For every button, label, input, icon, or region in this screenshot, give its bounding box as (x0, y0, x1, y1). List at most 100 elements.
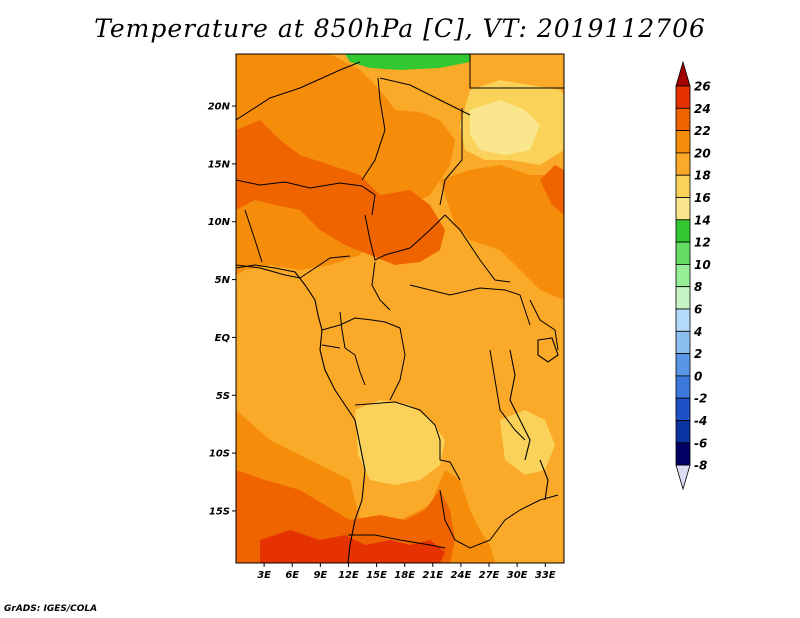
colorbar-label: -4 (694, 414, 707, 428)
coastline (236, 264, 559, 563)
colorbar-label: 10 (694, 258, 711, 272)
border-line (321, 317, 401, 331)
colorbar-label: 2 (694, 347, 702, 361)
border-line (364, 214, 446, 261)
lat-tick-label: EQ (215, 333, 231, 344)
border-line (439, 108, 463, 206)
colorbar-swatch (675, 308, 691, 332)
field-region-20-22-north (236, 54, 455, 275)
border-line (236, 179, 376, 216)
lat-tick-label: 10N (208, 217, 231, 228)
colorbar-label: -8 (694, 459, 707, 473)
colorbar-label: 6 (694, 303, 702, 317)
border-line (379, 77, 471, 116)
colorbar-swatch (675, 442, 691, 466)
colorbar-label: 12 (694, 236, 711, 250)
colorbar-label: 26 (694, 80, 711, 94)
map-frame (235, 53, 565, 564)
colorbar-top-arrow (675, 60, 691, 87)
border-line (244, 209, 263, 263)
border-line (354, 401, 461, 481)
lon-tick-label: 18E (394, 570, 415, 581)
colorbar-swatch (675, 152, 691, 176)
lon-tick-label: 6E (285, 570, 299, 581)
lat-tick-label: 5S (216, 391, 230, 402)
colorbar-swatch (675, 219, 691, 243)
colorbar-swatch (675, 263, 691, 288)
colorbar-swatch (675, 375, 691, 399)
lake-victoria (537, 337, 559, 363)
lat-tick-label: 10S (209, 449, 230, 460)
colorbar-swatch (675, 397, 691, 421)
field-region-22-24-sahel-west (236, 120, 445, 265)
colorbar-swatch (675, 353, 691, 377)
border-line (236, 61, 361, 121)
lon-tick-label: 24E (451, 570, 472, 581)
field-region-24-26-south (260, 530, 445, 563)
lon-tick-label: 30E (507, 570, 528, 581)
lake-malawi (539, 459, 549, 501)
field-region-20-22-east (440, 165, 564, 300)
latitude-axis: 20N 15N 10N 5N EQ 5S 10S 15S (208, 102, 236, 517)
chart-title: Temperature at 850hPa [C], VT: 201911270… (94, 14, 706, 43)
colorbar-swatch (675, 197, 691, 221)
credit-text: GrADS: IGES/COLA (4, 604, 98, 614)
field-region-16-18-east (500, 410, 555, 475)
colorbar-swatch (675, 174, 691, 198)
country-borders (236, 54, 564, 549)
lon-tick-label: 15E (366, 570, 387, 581)
lat-tick-label: 20N (208, 102, 231, 113)
field-region-22-24-east-spot (540, 165, 564, 215)
colorbar-label: 20 (694, 146, 711, 160)
coast-line (236, 264, 366, 563)
longitude-axis: 3E 6E 9E 12E 15E 18E 21E 24E 27E 30E 33E (257, 563, 556, 581)
field-region-14-16-north (470, 100, 540, 155)
colorbar-label: 0 (694, 369, 702, 383)
colorbar-label: -6 (694, 436, 707, 450)
border-line (409, 284, 531, 326)
colorbar-label: 8 (694, 280, 702, 294)
border-line (529, 299, 559, 351)
colorbar-label: 22 (694, 124, 711, 138)
colorbar-label: 16 (694, 191, 711, 205)
border-line (439, 489, 521, 549)
lon-tick-label: 3E (257, 570, 271, 581)
lat-tick-label: 15N (208, 159, 231, 170)
colorbar-swatch (675, 330, 691, 354)
lon-tick-label: 12E (338, 570, 359, 581)
temperature-field (236, 54, 564, 563)
border-line (444, 214, 511, 283)
colorbar-label: 24 (694, 102, 711, 116)
border-line (361, 77, 386, 181)
lake-tanganyika (509, 349, 531, 461)
colorbar-label: 4 (693, 325, 702, 339)
colorbar-label: 18 (694, 169, 711, 183)
field-region-12-14-top (345, 54, 470, 70)
colorbar-swatch (675, 107, 691, 132)
border-line (321, 344, 341, 349)
border-line (389, 327, 406, 401)
lon-tick-label: 21E (422, 570, 443, 581)
colorbar-label: -2 (694, 392, 707, 406)
colorbar-swatch (675, 420, 691, 444)
colorbar-swatch (675, 130, 691, 154)
colorbar-bottom-arrow (675, 464, 691, 491)
lat-tick-label: 15S (209, 506, 230, 517)
border-line (469, 54, 564, 89)
colorbar-swatch (675, 286, 691, 310)
lon-tick-label: 27E (479, 570, 500, 581)
lon-tick-label: 33E (535, 570, 556, 581)
lon-tick-label: 9E (313, 570, 327, 581)
border-line (348, 534, 446, 549)
lat-tick-label: 5N (215, 275, 231, 286)
border-line (339, 311, 366, 386)
colorbar-label: 14 (694, 213, 711, 227)
border-line (519, 494, 559, 511)
border-line (489, 349, 526, 441)
colorbar-swatch (675, 85, 691, 109)
field-region-16-18-angola (355, 400, 445, 485)
border-line (371, 261, 391, 311)
colorbar-swatch (675, 241, 691, 265)
